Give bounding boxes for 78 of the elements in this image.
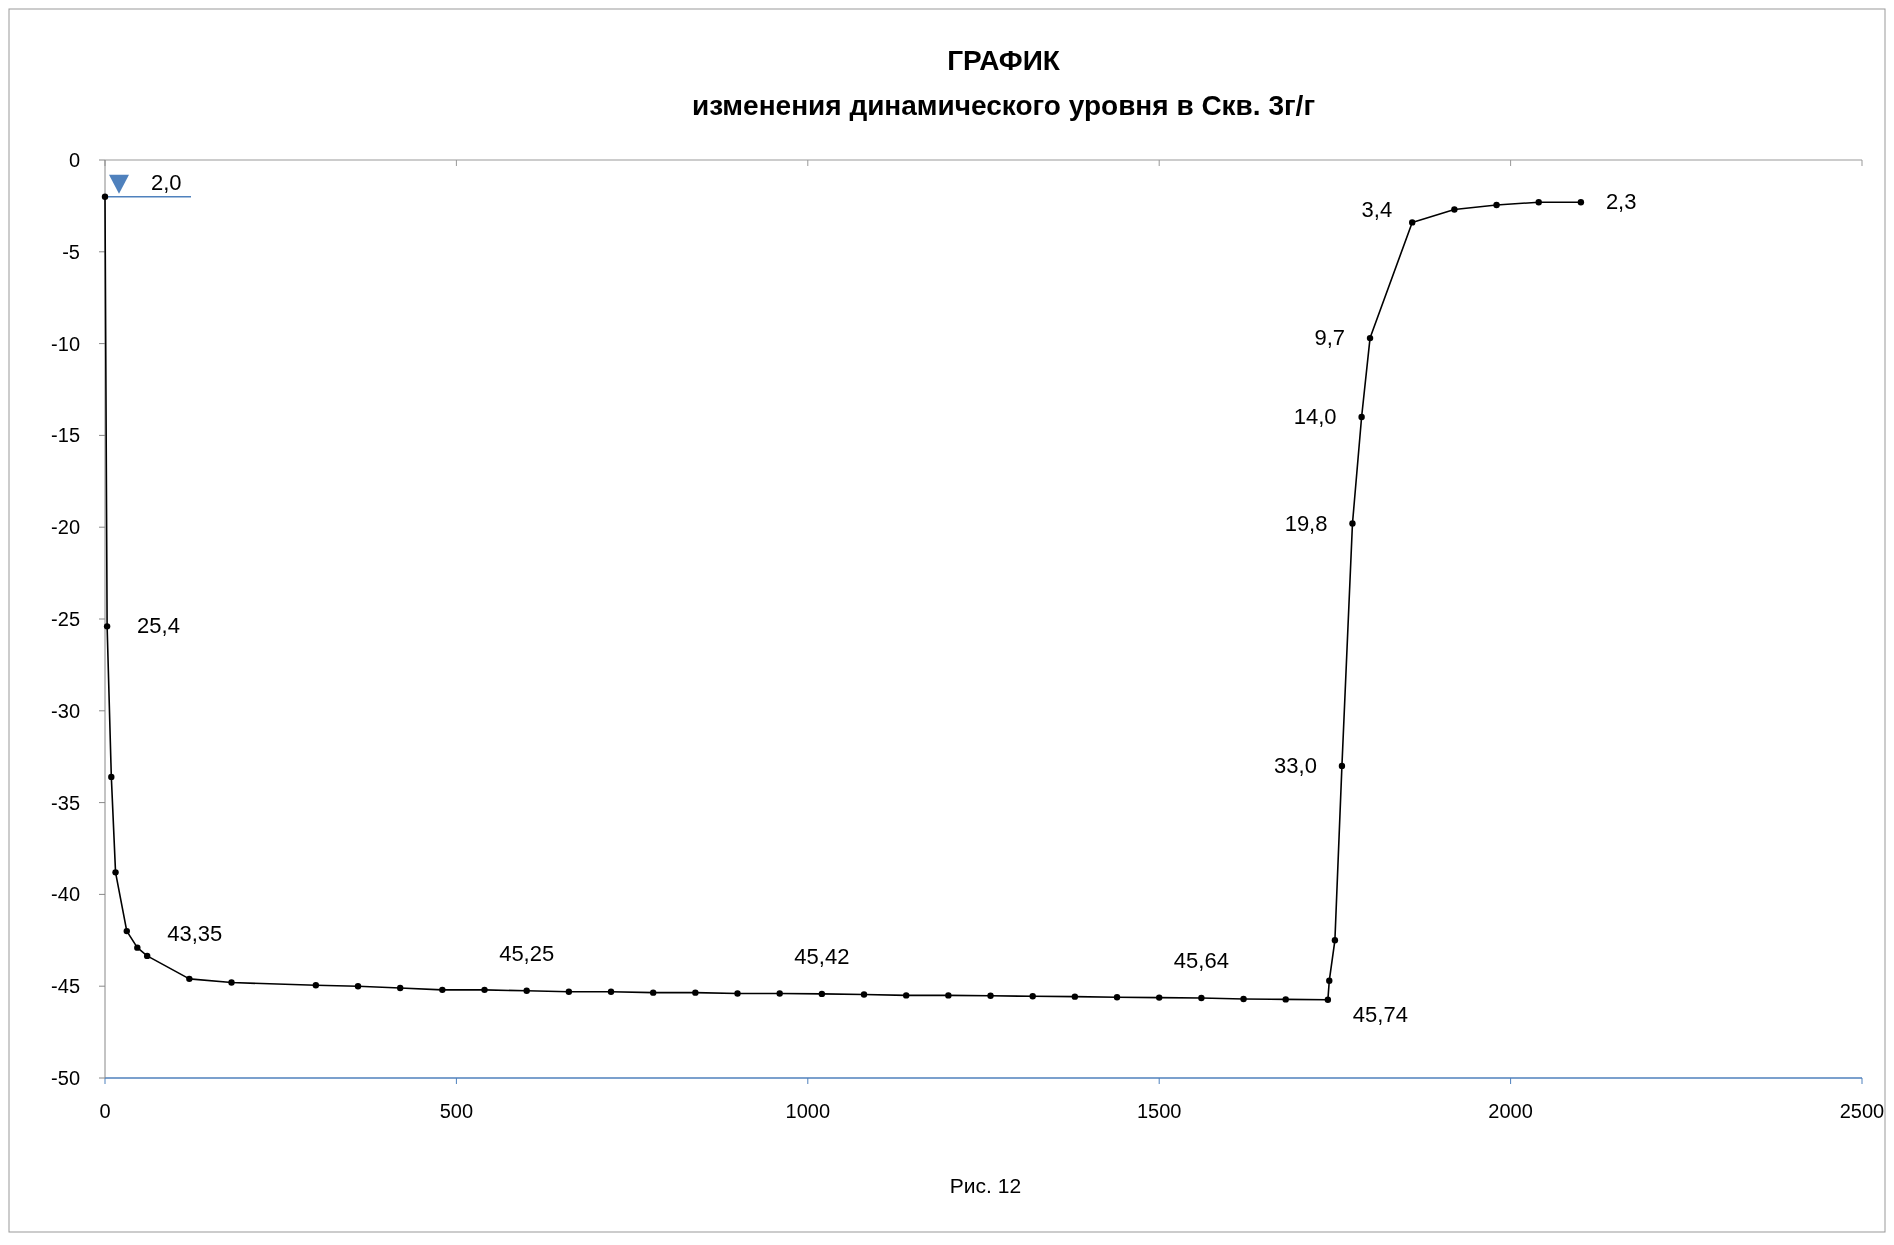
annotation: 45,64 [1173, 947, 1229, 973]
annotation: 19,8 [1284, 510, 1328, 536]
x-tick-label: 0 [99, 1100, 111, 1122]
point [1493, 201, 1500, 209]
point [481, 986, 488, 994]
y-tick-label: -30 [51, 699, 80, 722]
point [818, 990, 826, 998]
annotation: 14,0 [1293, 404, 1337, 430]
point [134, 944, 141, 951]
point [1282, 996, 1289, 1003]
x-tick-label: 500 [439, 1100, 474, 1122]
point [312, 982, 320, 989]
point [860, 991, 868, 998]
text: Рис. 12 [949, 1174, 1022, 1197]
point [1240, 995, 1247, 1003]
y-tick-label: -50 [51, 1067, 80, 1089]
y-tick-label: -5 [62, 240, 80, 263]
point [439, 986, 446, 994]
y-tick-label: -15 [51, 424, 80, 447]
y-tick-label: -40 [51, 883, 80, 906]
annotation: 25,4 [137, 613, 180, 639]
y-tick-label: -20 [51, 516, 80, 539]
point [1451, 206, 1458, 213]
annotation: 45,42 [794, 943, 850, 969]
annotation: 45,74 [1352, 1001, 1408, 1027]
annotation: 45,25 [499, 940, 555, 966]
point [649, 989, 657, 996]
point [902, 992, 910, 999]
point [1338, 762, 1346, 770]
point [1366, 334, 1374, 342]
y-tick-label: -25 [51, 608, 80, 630]
point [1113, 994, 1121, 1001]
point [692, 989, 699, 996]
annotation: 43,35 [167, 920, 223, 946]
point [523, 987, 530, 994]
x-tick-label: 2000 [1488, 1100, 1533, 1122]
annotation: 9,7 [1314, 325, 1346, 351]
point [1326, 977, 1333, 984]
y-tick-label: -45 [51, 975, 80, 998]
point [776, 990, 783, 997]
point [143, 952, 151, 960]
point [1198, 994, 1205, 1002]
point [112, 869, 119, 876]
point [228, 979, 235, 986]
chart-title: ГРАФИК [947, 45, 1061, 76]
point [186, 975, 193, 983]
point [1156, 994, 1163, 1001]
point [108, 773, 115, 781]
point [945, 992, 952, 999]
x-tick-label: 1500 [1136, 1100, 1182, 1122]
x-tick-label: 2500 [1839, 1100, 1885, 1122]
y-tick-label: -35 [51, 791, 80, 814]
point [1409, 219, 1416, 226]
x-tick-label: 1000 [785, 1100, 831, 1122]
point [1071, 993, 1079, 1000]
point [1324, 996, 1332, 1003]
annotation: 2,0 [151, 169, 182, 195]
point [103, 623, 111, 630]
point [354, 983, 362, 990]
chart-subtitle: изменения динамического уровня в Скв. 3г/г [691, 90, 1316, 121]
point [1029, 993, 1036, 1000]
point [1577, 199, 1585, 206]
point [734, 990, 741, 997]
point [1358, 413, 1365, 421]
point [1349, 520, 1356, 527]
point [396, 984, 404, 992]
point [565, 988, 573, 995]
point [1535, 199, 1542, 206]
annotation: 33,0 [1274, 752, 1317, 778]
annotation: 2,3 [1605, 189, 1637, 215]
y-tick-label: 0 [68, 149, 80, 171]
point [607, 988, 615, 995]
point [101, 193, 109, 200]
annotation: 3,4 [1361, 197, 1393, 223]
point [987, 992, 994, 999]
point [123, 927, 130, 935]
point [1331, 937, 1339, 944]
y-tick-label: -10 [51, 332, 80, 355]
